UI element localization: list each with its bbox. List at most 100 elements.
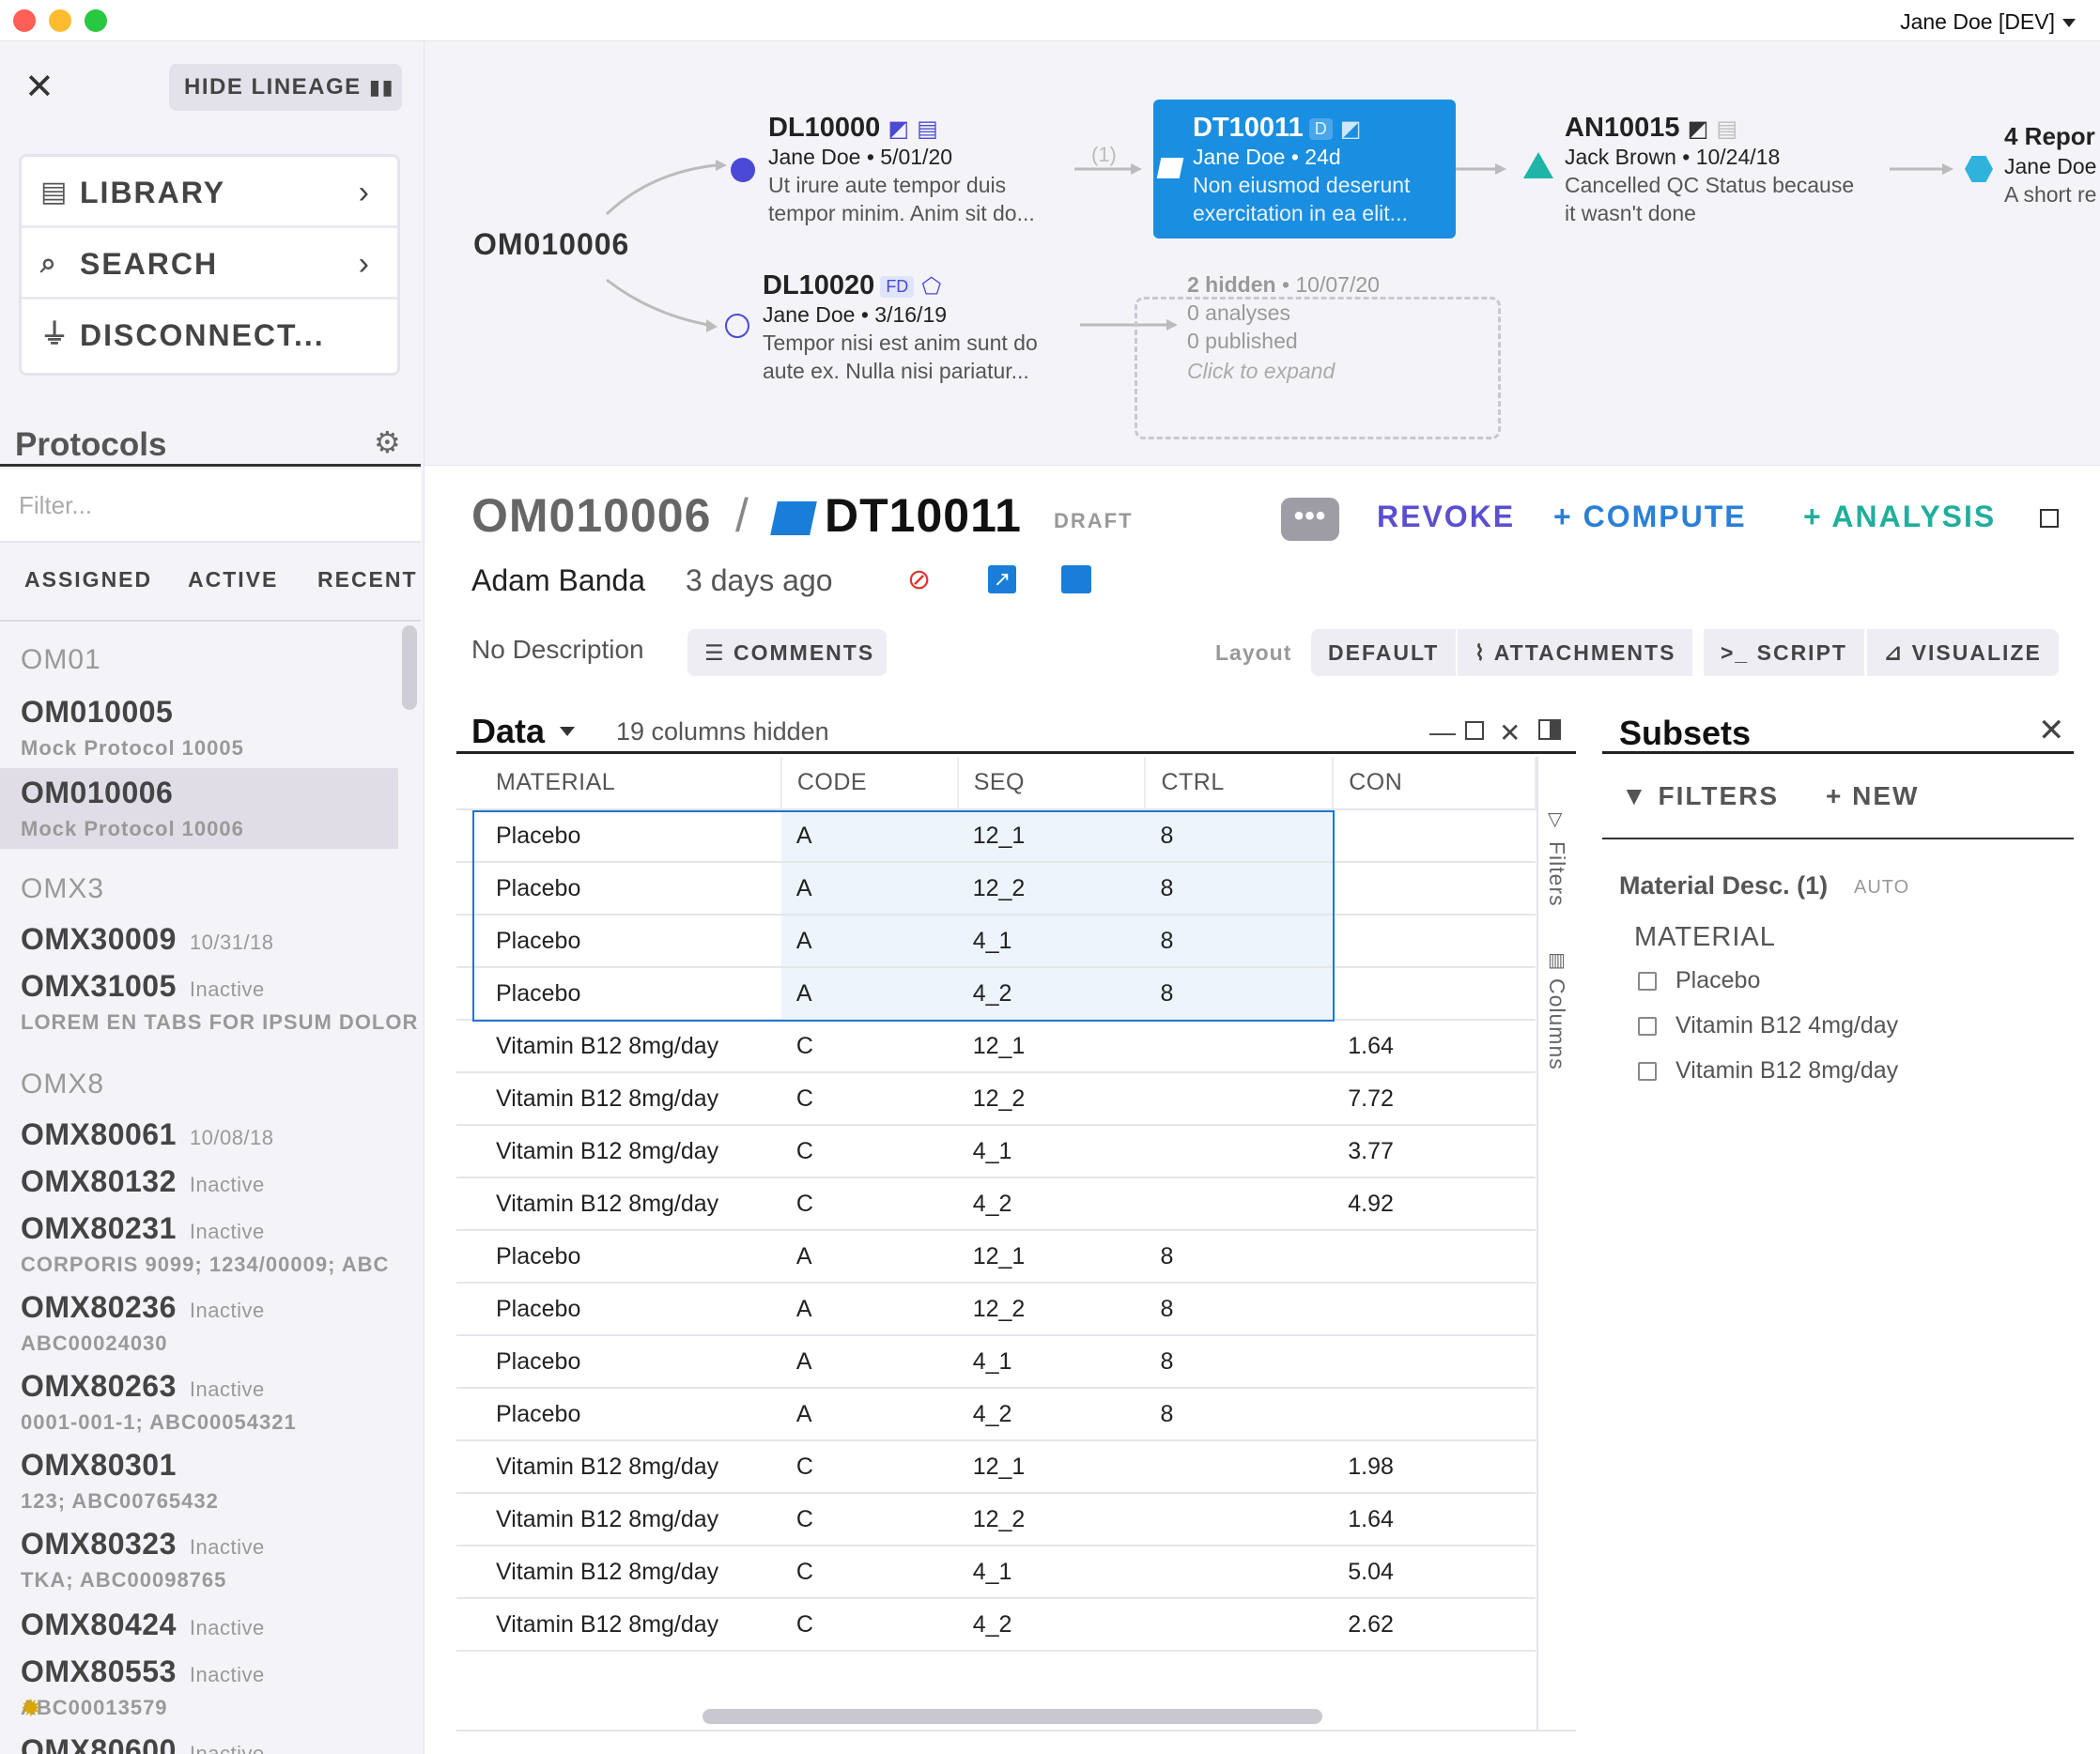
protocol-item[interactable]: OMX80263 Inactive <box>21 1369 265 1404</box>
protocol-item[interactable]: OMX80424 Inactive <box>21 1608 265 1642</box>
nav-disconnect[interactable]: ⏚ DISCONNECT... <box>22 300 397 371</box>
table-cell[interactable]: C <box>780 1493 958 1546</box>
table-cell[interactable]: C <box>780 1177 958 1231</box>
lineage-node-dt10011[interactable] <box>1153 100 1456 238</box>
table-cell[interactable]: 8 <box>1145 1335 1334 1389</box>
layout-attachments-button[interactable]: ⌇ ATTACHMENTS <box>1458 629 1693 676</box>
lineage-node-dl10020-frame[interactable] <box>1135 297 1501 439</box>
layout-default-button[interactable]: DEFAULT <box>1311 629 1457 676</box>
table-cell[interactable]: Vitamin B12 8mg/day <box>456 1177 781 1231</box>
expand-link[interactable]: Click to expand <box>1187 359 1336 383</box>
table-cell[interactable]: Placebo <box>456 967 781 1021</box>
column-header[interactable]: CON <box>1333 757 1536 810</box>
table-cell[interactable]: Vitamin B12 8mg/day <box>456 1598 781 1652</box>
table-row[interactable]: Vitamin B12 8mg/day C 4_2 2.62 <box>456 1598 1536 1652</box>
table-cell[interactable] <box>1145 1072 1334 1126</box>
table-cell[interactable]: 12_2 <box>957 1493 1146 1546</box>
caret-down-icon[interactable] <box>560 727 575 736</box>
table-cell[interactable]: C <box>780 1020 958 1073</box>
table-cell[interactable] <box>1145 1546 1334 1599</box>
nav-library[interactable]: ▤ LIBRARY › <box>22 157 397 228</box>
table-cell[interactable]: 4_1 <box>957 1125 1146 1178</box>
table-cell[interactable]: 4_2 <box>957 1598 1146 1652</box>
table-cell[interactable]: Placebo <box>456 862 781 915</box>
breadcrumb-protocol[interactable]: OM010006 <box>471 489 712 542</box>
table-cell[interactable]: 12_1 <box>957 809 1146 863</box>
table-row[interactable]: Vitamin B12 8mg/day C 4_1 3.77 <box>456 1125 1536 1178</box>
table-cell[interactable]: A <box>780 967 958 1021</box>
subset-option[interactable]: Placebo <box>1638 967 1760 994</box>
table-cell[interactable]: Vitamin B12 8mg/day <box>456 1020 781 1073</box>
table-cell[interactable]: A <box>780 1388 958 1441</box>
table-cell[interactable]: 12_1 <box>957 1440 1146 1494</box>
table-cell[interactable]: Placebo <box>456 1388 781 1441</box>
table-cell[interactable]: Placebo <box>456 1283 781 1336</box>
table-cell[interactable]: 8 <box>1145 915 1334 968</box>
column-header[interactable]: SEQ <box>957 757 1147 810</box>
table-cell[interactable]: 7.72 <box>1333 1072 1536 1126</box>
lineage-node-dl10000[interactable]: DL10000 ◩ ▤ <box>768 113 938 144</box>
table-cell[interactable]: 3.77 <box>1333 1125 1536 1178</box>
table-row[interactable]: Placebo A 4_1 8 <box>456 1335 1536 1389</box>
table-cell[interactable]: C <box>780 1598 958 1652</box>
tab-active[interactable]: ACTIVE <box>188 567 279 592</box>
table-cell[interactable]: A <box>780 915 958 968</box>
hidden-summary[interactable]: 2 hidden • 10/07/20 <box>1187 272 1380 298</box>
table-cell[interactable] <box>1145 1125 1334 1178</box>
protocol-item[interactable]: OMX80323 Inactive <box>21 1527 265 1562</box>
table-cell[interactable]: 4_2 <box>957 967 1146 1021</box>
close-icon[interactable]: ✕ <box>2038 713 2065 748</box>
table-cell[interactable] <box>1333 967 1536 1021</box>
table-cell[interactable]: Placebo <box>456 1230 781 1284</box>
subset-group-title[interactable]: Material Desc. (1) <box>1619 871 1829 900</box>
table-row[interactable]: Placebo A 12_1 8 <box>456 809 1536 863</box>
table-cell[interactable]: 2.62 <box>1333 1598 1536 1652</box>
protocol-item[interactable]: OM010006 <box>21 776 173 810</box>
checkbox[interactable] <box>1638 1062 1657 1082</box>
table-cell[interactable] <box>1145 1020 1334 1073</box>
table-cell[interactable]: 12_1 <box>957 1230 1146 1284</box>
table-row[interactable]: Vitamin B12 8mg/day C 12_1 1.98 <box>456 1440 1536 1494</box>
table-cell[interactable] <box>1145 1440 1334 1494</box>
rail-columns[interactable]: Columns <box>1545 978 1569 1070</box>
table-row[interactable]: Vitamin B12 8mg/day C 12_1 1.64 <box>456 1020 1536 1073</box>
table-cell[interactable]: A <box>780 809 958 863</box>
protocol-item[interactable]: OMX80061 10/08/18 <box>21 1117 274 1152</box>
archive-icon[interactable] <box>1061 565 1091 593</box>
table-row[interactable]: Placebo A 4_2 8 <box>456 1388 1536 1441</box>
table-cell[interactable]: 1.64 <box>1333 1493 1536 1546</box>
table-cell[interactable] <box>1333 809 1536 863</box>
checkbox[interactable] <box>1638 972 1657 992</box>
table-cell[interactable]: 12_1 <box>957 1020 1146 1073</box>
table-cell[interactable] <box>1333 1283 1536 1336</box>
subset-filters-button[interactable]: ▼ FILTERS <box>1621 781 1779 811</box>
table-cell[interactable]: 12_2 <box>957 1283 1146 1336</box>
column-header[interactable]: CODE <box>780 757 959 810</box>
table-cell[interactable] <box>1145 1493 1334 1546</box>
table-row[interactable]: Vitamin B12 8mg/day C 4_1 5.04 <box>456 1546 1536 1599</box>
table-cell[interactable]: Vitamin B12 8mg/day <box>456 1440 781 1494</box>
table-row[interactable]: Placebo A 12_2 8 <box>456 862 1536 915</box>
table-cell[interactable]: 5.04 <box>1333 1546 1536 1599</box>
table-cell[interactable]: 12_2 <box>957 1072 1146 1126</box>
close-icon[interactable]: ✕ <box>24 68 54 107</box>
table-cell[interactable] <box>1145 1177 1334 1231</box>
table-cell[interactable]: A <box>780 862 958 915</box>
maximize-icon[interactable] <box>1465 721 1484 740</box>
minimize-window-button[interactable] <box>49 9 71 32</box>
table-cell[interactable]: Vitamin B12 8mg/day <box>456 1125 781 1178</box>
comments-button[interactable]: ☰ COMMENTS <box>687 629 887 676</box>
table-cell[interactable]: 8 <box>1145 862 1334 915</box>
protocol-item[interactable]: OMX80231 Inactive <box>21 1211 265 1246</box>
subset-option[interactable]: Vitamin B12 8mg/day <box>1638 1057 1898 1085</box>
table-cell[interactable] <box>1333 1230 1536 1284</box>
table-cell[interactable]: 4_2 <box>957 1177 1146 1231</box>
minimize-icon[interactable]: — <box>1429 717 1456 746</box>
lineage-node-an10015[interactable]: AN10015 ◩ ▤ <box>1565 113 1737 144</box>
lineage-node-dl10020[interactable]: DL10020 FD ⬠ <box>763 270 941 301</box>
table-cell[interactable]: 4_1 <box>957 1335 1146 1389</box>
lineage-root-node[interactable]: OM010006 <box>473 227 630 261</box>
layout-script-button[interactable]: >_ SCRIPT <box>1704 629 1864 676</box>
protocol-item[interactable]: OM010005 <box>21 695 173 730</box>
table-row[interactable]: Placebo A 12_1 8 <box>456 1230 1536 1284</box>
